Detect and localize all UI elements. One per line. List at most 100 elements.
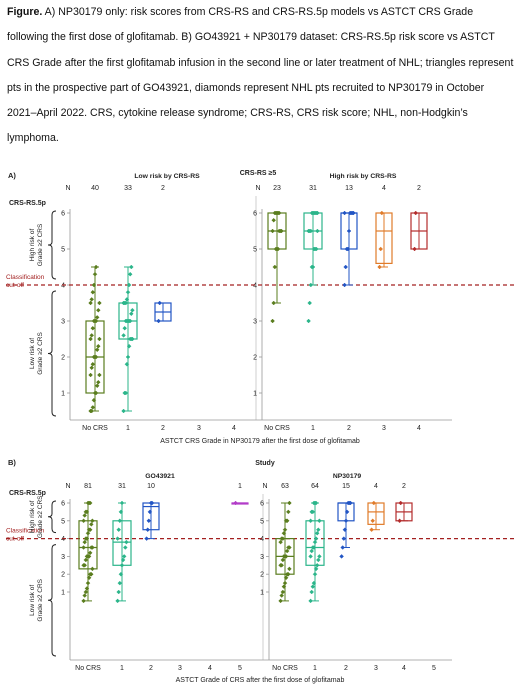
- data-point: [351, 210, 356, 216]
- data-point: [82, 539, 87, 545]
- data-point: [307, 300, 312, 306]
- data-point: [272, 264, 278, 270]
- data-point: [123, 390, 129, 396]
- data-point: [84, 509, 90, 515]
- brace-low-risk-label: Grade ≥2 CRS: [37, 578, 44, 621]
- data-point: [377, 264, 382, 270]
- y-axis-title: CRS-RS.5p: [9, 200, 46, 207]
- box-grade-2: [337, 500, 355, 559]
- brace-low-risk-label: Grade ≥2 CRS: [37, 332, 44, 375]
- data-point: [156, 318, 161, 324]
- box-grade-4: [410, 210, 428, 252]
- data-point: [309, 548, 314, 554]
- box-grade-2: [154, 300, 172, 324]
- x-tick-label: 4: [417, 425, 421, 432]
- data-point: [97, 300, 102, 306]
- data-point: [90, 545, 95, 550]
- data-point: [118, 571, 124, 577]
- data-point: [413, 210, 418, 216]
- y-tick-label: 4: [253, 283, 257, 290]
- x-tick-label: 4: [402, 665, 406, 672]
- data-point: [157, 300, 162, 306]
- data-point: [313, 566, 319, 572]
- data-point: [83, 557, 89, 563]
- box-grade-1: [303, 210, 323, 324]
- data-point: [308, 518, 313, 524]
- n-value: 4: [382, 185, 386, 192]
- caption-text: A) NP30179 only: risk scores from CRS-RS…: [7, 6, 514, 145]
- box-grade-2: [340, 210, 358, 288]
- brace-high-risk-label: High risk of: [29, 500, 36, 533]
- x-tick-label: No CRS: [75, 665, 101, 672]
- y-tick-label: 5: [61, 518, 65, 525]
- data-point: [125, 354, 131, 360]
- data-point: [92, 271, 98, 277]
- data-point: [282, 527, 288, 532]
- data-point: [81, 518, 86, 524]
- data-point: [310, 584, 316, 589]
- x-tick-label: 5: [432, 665, 436, 672]
- x-tick-label: 2: [149, 665, 153, 672]
- brace-high-risk-label: Grade ≥2 CRS: [37, 495, 44, 538]
- y-tick-label: 6: [260, 501, 264, 508]
- data-point: [287, 545, 292, 550]
- data-point: [311, 545, 317, 550]
- data-point: [286, 571, 291, 577]
- y-tick-label: 5: [260, 518, 264, 525]
- data-point: [117, 580, 123, 586]
- brace-low-risk-label: Low risk of: [29, 585, 36, 616]
- n-value: 81: [84, 483, 92, 490]
- data-point: [124, 297, 130, 302]
- data-point: [85, 580, 91, 586]
- data-point: [81, 545, 86, 550]
- y-tick-label: 6: [253, 211, 257, 218]
- brace-low-risk: [47, 290, 57, 417]
- data-point: [282, 580, 288, 586]
- data-point: [115, 598, 120, 604]
- y-tick-label: 3: [61, 554, 65, 561]
- data-point: [315, 228, 320, 234]
- x-tick-label: 3: [197, 425, 201, 432]
- box-grade-4: [395, 500, 413, 524]
- data-point: [314, 530, 320, 536]
- data-point: [310, 509, 316, 515]
- brace-high-risk: [47, 210, 57, 280]
- x-tick-label: 1: [120, 665, 124, 672]
- data-point: [89, 522, 94, 527]
- data-point: [317, 554, 322, 559]
- data-point: [271, 300, 276, 306]
- data-point: [316, 527, 321, 532]
- data-point: [115, 536, 120, 541]
- data-point: [397, 518, 402, 524]
- group-title: High risk by CRS-RS: [330, 173, 397, 180]
- data-point: [121, 408, 126, 414]
- n-value: 2: [417, 185, 421, 192]
- data-point: [97, 336, 102, 342]
- box-grade-0: [78, 500, 98, 604]
- box-grade-5: [231, 500, 249, 506]
- x-tick-label: No CRS: [272, 665, 298, 672]
- data-point: [308, 228, 314, 234]
- data-point: [89, 333, 94, 338]
- n-value: 63: [281, 483, 289, 490]
- data-point: [145, 527, 150, 532]
- data-point: [84, 536, 90, 541]
- data-point: [370, 518, 375, 524]
- data-point: [93, 264, 99, 270]
- data-point: [124, 361, 130, 367]
- y-tick-label: 4: [61, 283, 65, 290]
- n-value: 64: [311, 483, 319, 490]
- data-point: [91, 282, 97, 288]
- n-label: N: [65, 483, 70, 490]
- data-point: [90, 518, 95, 524]
- data-point: [308, 282, 314, 288]
- data-point: [314, 246, 319, 252]
- data-point: [369, 527, 374, 532]
- data-point: [129, 311, 134, 317]
- panel-label: B): [8, 458, 16, 467]
- box-grade-1: [112, 500, 132, 604]
- data-point: [284, 548, 290, 554]
- data-point: [316, 557, 321, 563]
- data-point: [283, 554, 289, 559]
